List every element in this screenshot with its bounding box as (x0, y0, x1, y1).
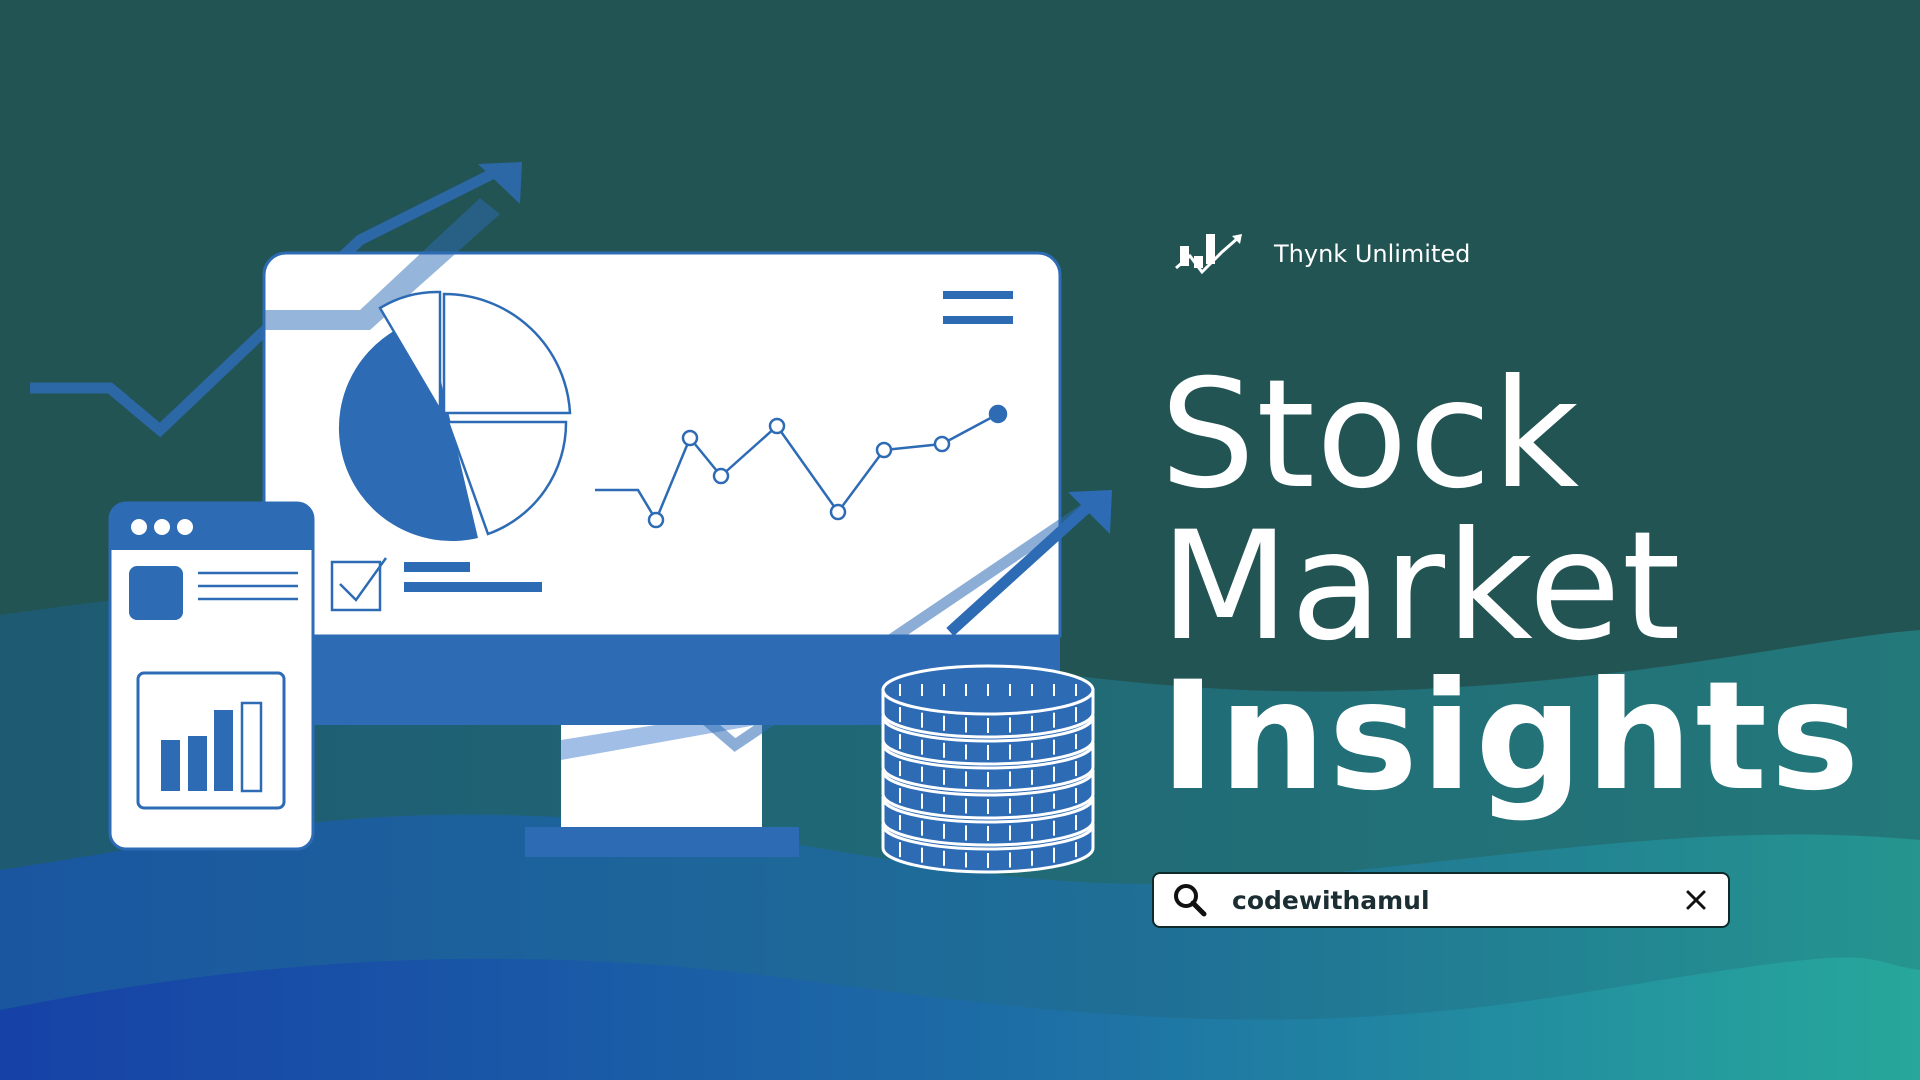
phone-dot-icon (154, 519, 170, 535)
close-icon[interactable] (1682, 886, 1710, 914)
line-chart-icon (595, 404, 1008, 529)
title-line-1: Stock (1160, 348, 1581, 522)
brand-name: Thynk Unlimited (1274, 240, 1471, 268)
coin-stack-icon (881, 664, 1095, 874)
title-line-3: Insights (1160, 650, 1863, 824)
brand-logo-icon (1175, 234, 1242, 275)
monitor (262, 198, 1062, 857)
phone-dot-icon (177, 519, 193, 535)
trend-arrow-back (30, 162, 522, 438)
monitor-stand-base (525, 827, 799, 857)
phone-dot-icon (131, 519, 147, 535)
pie-chart-icon (338, 290, 572, 542)
brand: Thynk Unlimited (1172, 224, 1470, 284)
title-line-2: Market (1160, 500, 1682, 674)
checkbox-icon (330, 557, 388, 612)
search-input[interactable]: codewithamul (1232, 885, 1430, 915)
menu-icon-bar-2 (943, 316, 1013, 324)
phone-mockup (108, 501, 315, 851)
search-icon[interactable] (1170, 880, 1210, 920)
menu-icon-bar-1 (943, 291, 1013, 299)
trend-arrow-front (696, 490, 1112, 752)
bar-chart-icon (161, 701, 263, 793)
phone-avatar-icon (129, 566, 183, 620)
background-wave-lower (0, 957, 1920, 1080)
search-bar[interactable]: codewithamul (1152, 872, 1730, 928)
text-line-long (404, 582, 542, 592)
text-line-short (404, 562, 470, 572)
